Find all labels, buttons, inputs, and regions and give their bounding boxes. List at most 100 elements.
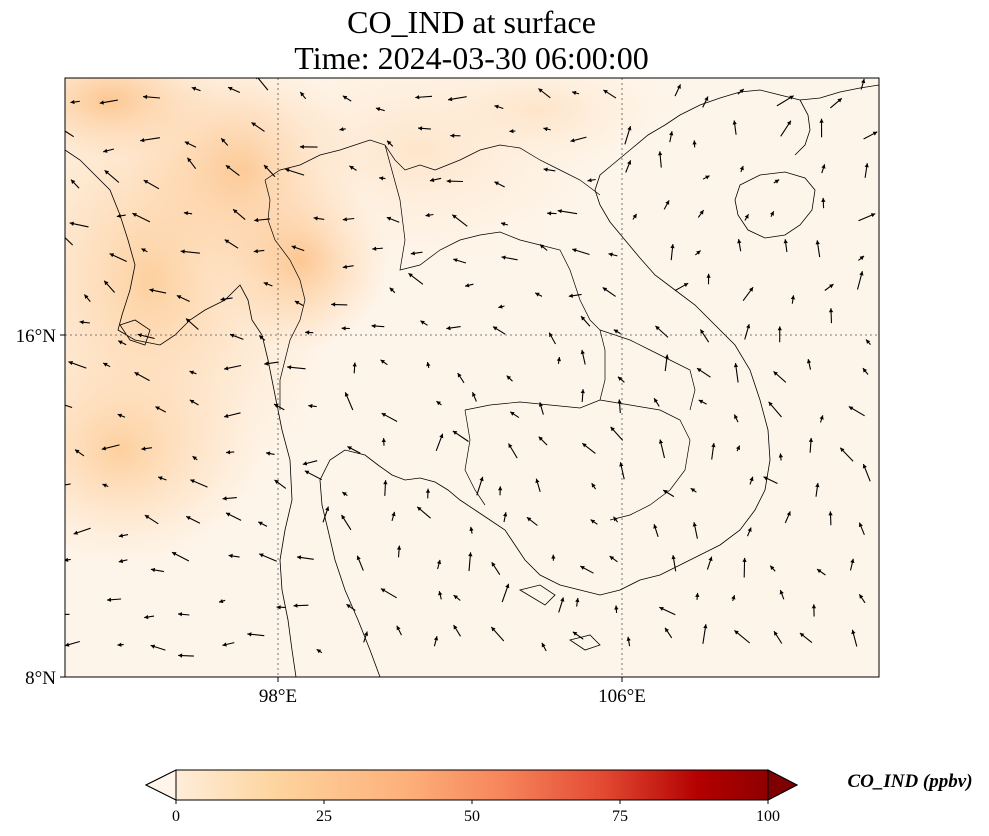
wind-arrow-head [186,318,191,323]
wind-arrow-head [457,373,462,378]
wind-arrow-head [118,340,123,345]
wind-arrow-head [508,443,513,448]
wind-arrow-head [859,271,864,276]
wind-arrow-head [426,362,431,367]
wind-arrow-head [436,401,441,406]
wind-arrow-head [68,361,73,366]
wind-arrow-head [683,283,689,287]
wind-arrow-head [134,372,139,377]
wind-arrow-head [510,411,515,416]
wind-arrow-head [339,127,344,132]
wind-arrow-shaft [257,78,269,91]
wind-arrow-head [505,583,510,589]
wind-arrow-head [189,399,195,404]
lat-ticks: 16°N 8°N [16,326,65,689]
wind-arrow-head [690,488,696,493]
wind-arrow-head [186,516,191,521]
wind-arrow-head [732,120,737,125]
wind-arrow-head [828,308,834,313]
wind-arrow-head [420,320,425,325]
lon-tick-98E: 98°E [259,686,297,707]
wind-arrow-head [299,144,304,149]
wind-arrow-head [549,332,553,338]
wind-arrow-head [786,511,791,516]
wind-arrow-head [287,365,292,370]
wind-arrow-head [342,217,347,222]
wind-arrow-head [746,324,751,329]
wind-arrow-head [349,165,354,170]
gridlines [65,78,879,677]
wind-arrow-head [219,599,224,604]
wind-arrow-head [293,603,298,608]
wind-arrow-head [408,273,413,278]
wind-arrow-head [73,530,78,535]
wind-arrow-head [749,476,754,482]
wind-arrow-head [862,464,867,469]
wind-arrow-head [178,653,183,658]
wind-arrow-head [572,90,577,96]
colorbar-ticks: 0 25 50 75 100 [172,800,780,825]
wind-arrow-head [448,97,453,102]
wind-arrow-head [304,470,310,475]
wind-arrow-head [572,631,578,636]
wind-arrow-head [659,607,664,611]
wind-arrow-head [137,333,142,338]
wind-arrow-head [259,553,264,558]
wind-arrow-head [704,96,709,101]
wind-arrow-head [739,165,744,171]
wind-arrow-head [627,126,632,131]
wind-arrow-head [658,439,664,444]
colorbar: 0 25 50 75 100 CO_IND (ppbv) [144,769,973,825]
wind-arrow-head [356,555,361,561]
wind-arrow-head [452,430,458,435]
wind-arrow-head [276,605,281,610]
wind-arrow-head [118,558,124,564]
map-title: CO_IND at surface [347,4,596,40]
wind-arrow-head [763,476,768,481]
wind-arrow-head [104,170,109,175]
wind-arrow-head [230,333,235,338]
wind-arrow-head [178,612,183,617]
wind-arrow-head [551,554,556,559]
wind-arrow-head [850,558,855,564]
wind-arrow-head [580,349,585,355]
wind-arrow-head [180,249,185,254]
wind-arrow-head [790,295,796,300]
wind-arrow-head [380,359,385,364]
co-plume-field [65,78,680,570]
wind-arrow-head [671,555,676,560]
wind-arrow-head [779,590,784,595]
wind-arrow-head [526,517,532,522]
wind-arrow-head [670,244,675,249]
wind-arrow-head [697,368,702,373]
wind-arrow-head [543,127,548,132]
wind-arrow-head [501,222,506,227]
wind-arrow-shaft [65,130,74,138]
wind-arrow-head [774,631,778,636]
colorbar-tick-label: 50 [464,808,480,825]
wind-arrow-head [538,88,543,93]
wind-arrow-shaft [65,483,71,486]
wind-arrow-head [509,129,514,134]
wind-arrow-head [811,604,817,609]
wind-arrow-head [665,200,670,205]
wind-arrow-head [439,433,444,439]
wind-arrow-head [556,357,561,362]
wind-arrow-head [859,255,864,261]
wind-arrow-head [547,211,552,216]
wind-arrow-head [695,592,700,597]
wind-arrow-head [696,250,701,255]
wind-arrow-head [734,630,739,635]
wind-arrow-head [665,627,669,633]
wind-arrow-head [253,249,258,254]
wind-arrow-head [70,99,75,105]
wind-arrow-head [341,326,346,331]
wind-arrow-head [371,323,376,329]
wind-arrow-head [469,526,474,532]
wind-arrow-head [453,625,458,630]
wind-arrow-head [274,479,279,484]
wind-arrow-head [658,151,663,156]
wind-arrow-head [132,213,137,217]
wind-arrow-head [591,483,596,488]
wind-arrow-head [747,527,752,532]
